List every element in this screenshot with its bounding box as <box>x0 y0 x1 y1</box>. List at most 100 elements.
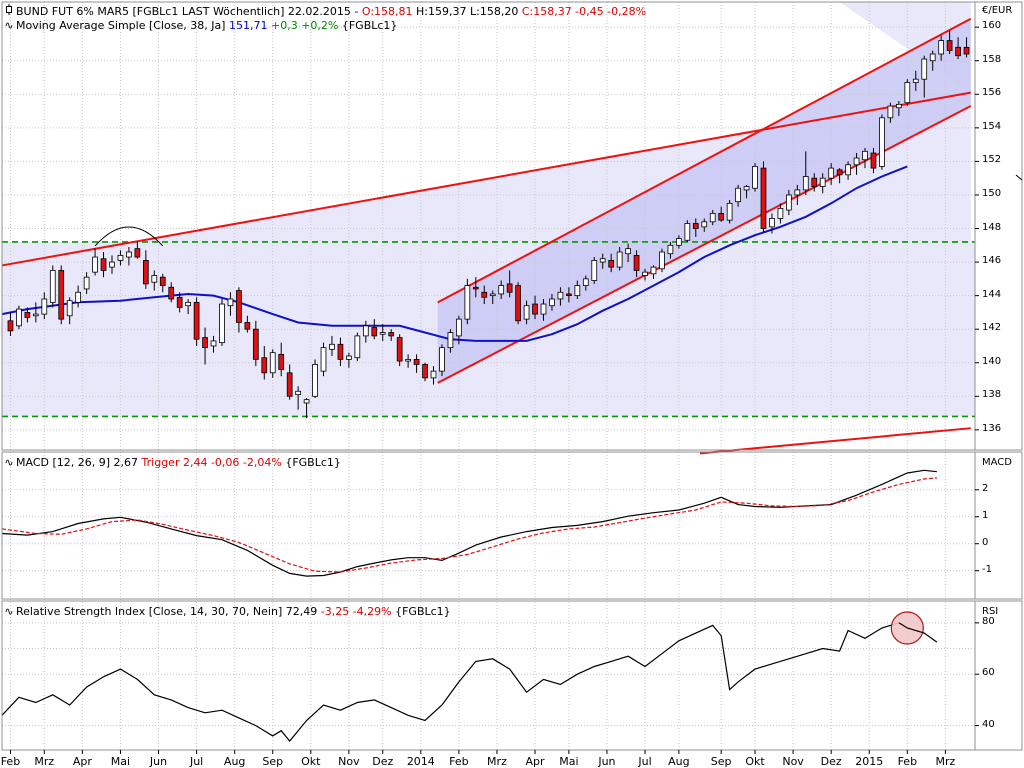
macd-legend-name: MACD [12, 26, 9] 2,67 <box>16 456 142 469</box>
candle-body-down <box>963 46 970 55</box>
candle <box>633 250 640 278</box>
candle <box>676 235 682 249</box>
candle-body-up <box>819 177 826 187</box>
candle-body-up <box>912 78 919 83</box>
rsi-legend: ∿ Relative Strength Index [Close, 14, 30,… <box>4 605 450 618</box>
candle-body-up <box>929 53 936 62</box>
candle-body-up <box>456 318 462 337</box>
price-unit-label: €/EUR <box>982 5 1013 16</box>
price-y-tick-label: 136 <box>982 422 1002 434</box>
candle-body-up <box>210 340 217 347</box>
x-tick-label: 2015 <box>855 755 884 768</box>
candle <box>185 298 191 315</box>
candle <box>845 161 851 180</box>
candle-body-up <box>439 347 445 372</box>
x-tick-label: Okt <box>745 755 765 768</box>
indicator-wave-icon: ∿ <box>4 605 14 618</box>
candle-body-up <box>938 40 945 55</box>
candle-body-down <box>244 322 251 330</box>
x-tick-label: Aug <box>668 755 690 768</box>
candle <box>828 163 835 185</box>
candle <box>726 199 733 224</box>
candle-body-up <box>523 305 530 320</box>
price-y-tick-label: 144 <box>982 288 1002 300</box>
candle-body-down <box>506 283 513 293</box>
candle-body-down <box>692 223 699 229</box>
candle <box>100 252 107 278</box>
candle-body-up <box>75 291 82 303</box>
candle <box>752 163 758 192</box>
candle <box>819 173 826 194</box>
candle <box>193 297 200 346</box>
candle-body-up <box>540 303 547 315</box>
candle-body-up <box>769 218 775 228</box>
candle <box>422 362 428 382</box>
candle-body-up <box>642 271 648 276</box>
candle-body-down <box>472 286 479 290</box>
candle-body-up <box>701 221 708 228</box>
candle-body-up <box>599 258 606 263</box>
x-tick-label: Apr <box>72 755 92 768</box>
candle-body-down <box>159 276 166 286</box>
candle-body-up <box>887 105 894 119</box>
candle-body-up <box>92 256 98 273</box>
candle-body-up <box>16 308 22 327</box>
candle <box>879 114 885 170</box>
rsi-legend-change: -3,25 -4,29% <box>320 605 392 618</box>
candle-body-up <box>83 276 90 290</box>
candle <box>718 206 725 222</box>
candle <box>515 282 521 325</box>
rsi-line <box>1 622 938 742</box>
price-legend-title: BUND FUT 6% MAR5 [FGBLc1 LAST Wöchentlic… <box>16 5 362 18</box>
x-tick-label: Mrz <box>487 755 507 768</box>
ma-legend-ric: {FGBLc1} <box>338 19 398 32</box>
candle-body-down <box>7 320 14 332</box>
candle-body-up <box>709 213 716 223</box>
candle <box>794 184 801 206</box>
candle <box>684 220 691 242</box>
candle <box>532 295 538 320</box>
price-y-tick-label: 138 <box>982 389 1002 401</box>
candle-body-down <box>608 259 615 268</box>
x-tick-label: Okt <box>301 755 321 768</box>
candle <box>650 265 657 279</box>
candle <box>498 280 505 299</box>
candle <box>667 241 674 259</box>
price-legend-open: O:158,81 <box>361 5 413 18</box>
candle <box>963 37 970 58</box>
candle-body-down <box>955 46 961 57</box>
candle-body-up <box>430 370 437 379</box>
price-y-tick-label: 146 <box>982 255 1002 267</box>
rsi-y-tick-label: 40 <box>982 718 995 730</box>
x-tick-label: Dez <box>372 755 394 768</box>
candle <box>159 273 166 293</box>
candle-body-down <box>413 358 420 365</box>
candle <box>92 248 98 276</box>
candle-body-up <box>362 325 369 337</box>
rising-channel-fill <box>437 18 971 383</box>
candle <box>32 302 39 323</box>
candle <box>295 386 301 410</box>
candle-body-up <box>295 390 301 396</box>
price-legend-close: C:158,37 -0,45 -0,28% <box>521 5 647 18</box>
x-tick-label: Jun <box>598 755 616 768</box>
candle <box>599 253 606 269</box>
candle-body-up <box>405 358 411 362</box>
candle-body-up <box>667 244 674 255</box>
candle-body-down <box>286 372 293 397</box>
x-tick-label: Jul <box>189 755 204 768</box>
candle <box>278 342 285 377</box>
price-y-tick-label: 158 <box>982 53 1002 65</box>
ma-legend-name: Moving Average Simple [Close, 38, Ja] <box>16 19 229 32</box>
candle <box>701 218 708 232</box>
candle <box>472 277 479 298</box>
candlestick-icon <box>4 4 14 18</box>
candle <box>83 272 90 294</box>
candle <box>955 37 961 60</box>
candle <box>379 324 386 341</box>
candle <box>58 265 65 325</box>
macd-y-tick-label: 2 <box>982 482 989 494</box>
macd-trigger-line <box>1 477 937 573</box>
candle-body-down <box>278 353 285 370</box>
candle <box>388 329 395 341</box>
